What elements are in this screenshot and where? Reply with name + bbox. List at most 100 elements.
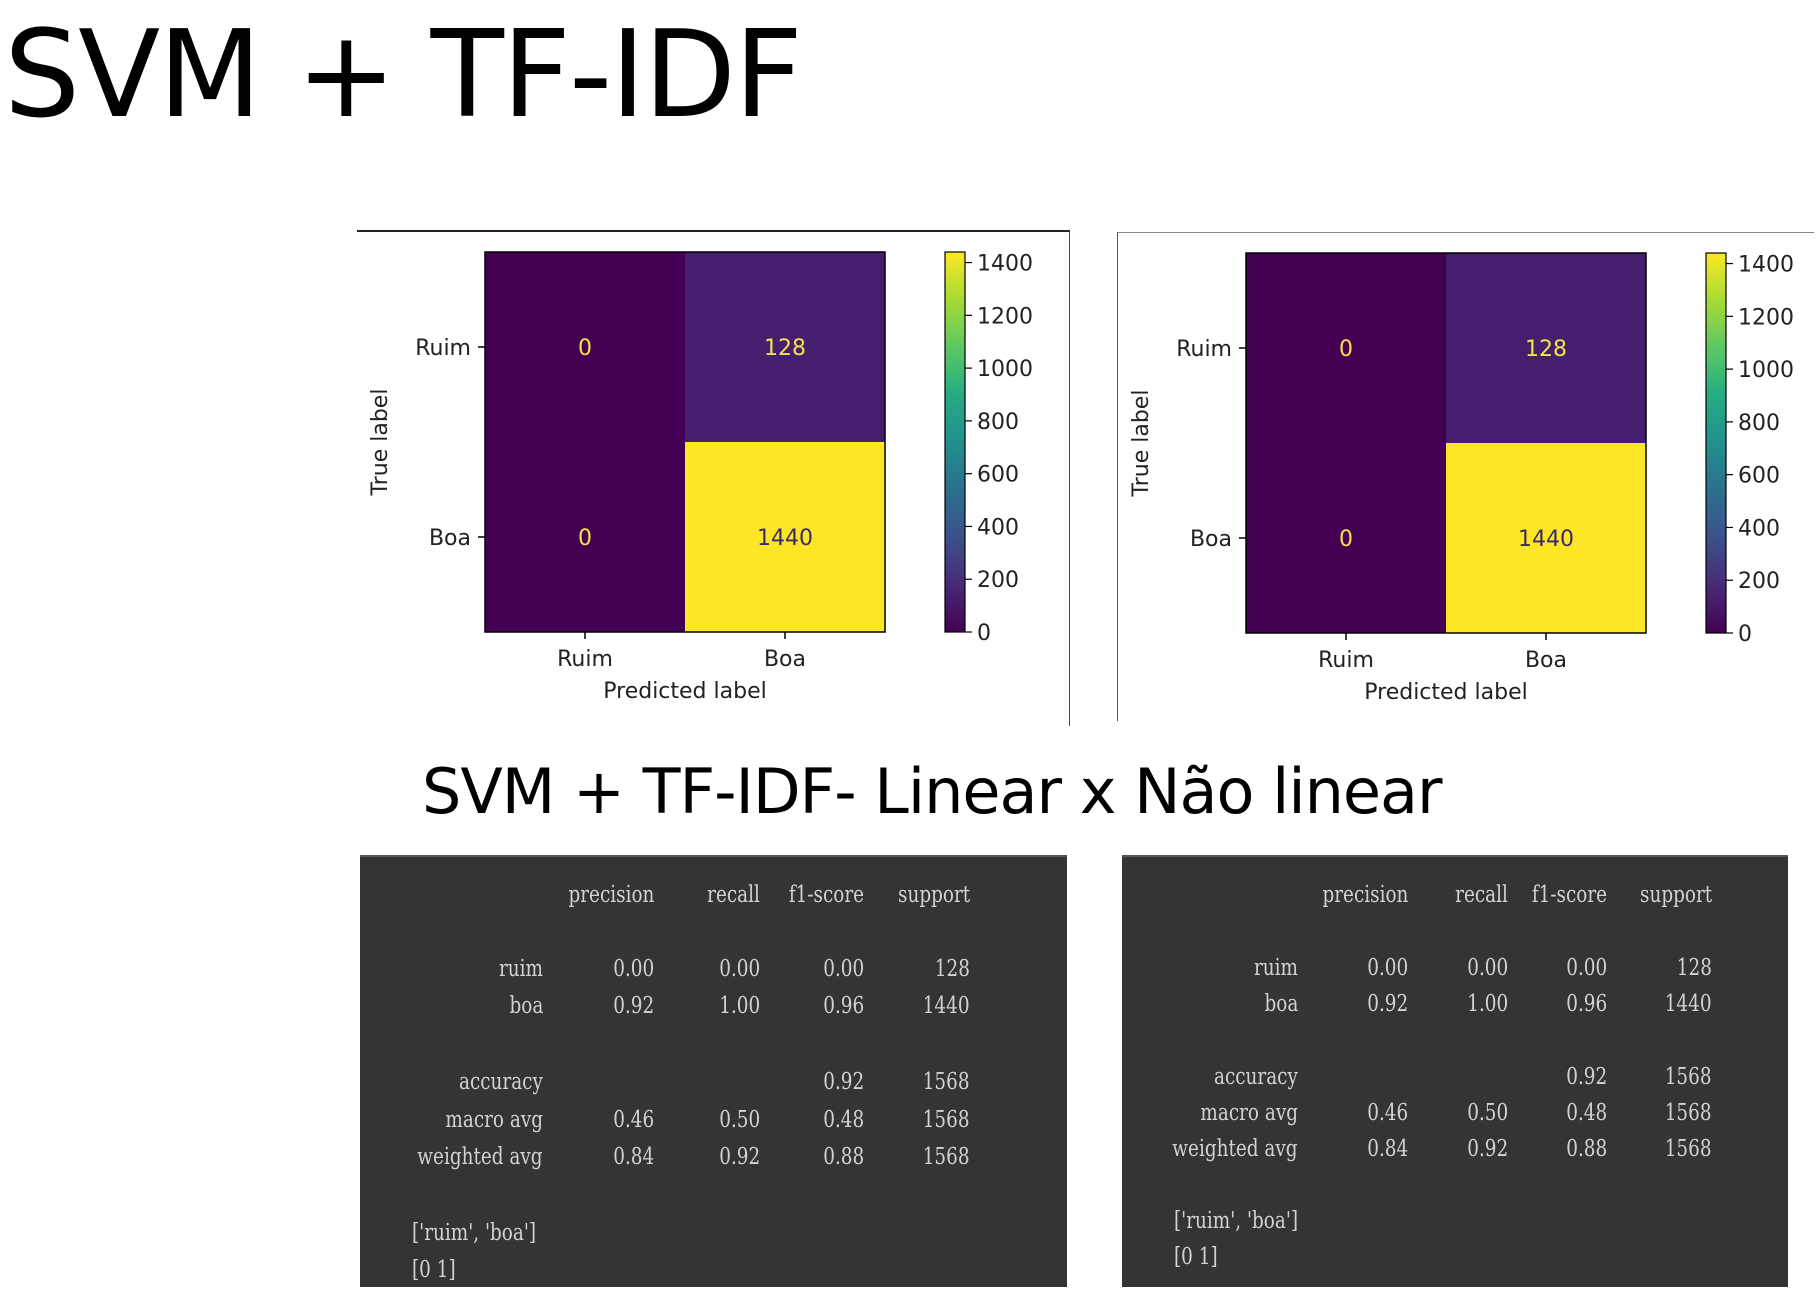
matrix-cell <box>485 442 685 632</box>
report-value: 1440 <box>923 993 970 1019</box>
report-value: 0.92 <box>1467 1136 1508 1162</box>
report-row-label: ruim <box>1254 955 1298 981</box>
report-value: 0.50 <box>1467 1100 1508 1126</box>
report-value: 0.46 <box>1367 1100 1408 1126</box>
confusion-matrix-nonlinear: 0 128 0 1440 Ruim Boa Ruim Boa Predicted label Tr… <box>1117 232 1814 721</box>
colorbar <box>944 251 966 633</box>
colorbar-tick-label: 0 <box>977 621 991 646</box>
report-value: 0.84 <box>1367 1136 1408 1162</box>
colorbar-tick-label: 600 <box>1738 464 1780 489</box>
confusion-matrix-linear: 0 128 0 1440 Ruim Boa Ruim Boa Predicted label Tr… <box>357 230 1070 726</box>
report-value: 0.00 <box>1367 955 1408 981</box>
report-value: 1568 <box>923 1107 970 1133</box>
report-value: 128 <box>1676 955 1712 981</box>
classification-report-linear: precision recall f1-score support ruim 0.00 0.… <box>360 855 1067 1287</box>
colorbar-tick-label: 1000 <box>977 357 1033 382</box>
y-tick-label: Boa <box>429 526 471 551</box>
x-tick-label: Boa <box>764 647 806 672</box>
report-value: 0.00 <box>1566 955 1607 981</box>
report-value: 1440 <box>1665 991 1712 1017</box>
colorbar-tick-label: 400 <box>1738 516 1780 541</box>
x-tick-label: Ruim <box>557 647 613 672</box>
report-header: f1-score <box>788 882 864 908</box>
colorbar-tick-label: 200 <box>1738 569 1780 594</box>
report-header: f1-score <box>1531 882 1607 908</box>
report-value: 128 <box>934 956 970 982</box>
report-value: 0.88 <box>1566 1136 1607 1162</box>
cell-value-label: 0 <box>578 336 592 361</box>
report-value: 1568 <box>1665 1136 1712 1162</box>
colorbar-tick-label: 0 <box>1738 622 1752 647</box>
matrix-cell <box>685 252 885 442</box>
report-row-label: ruim <box>499 956 543 982</box>
report-value: 1568 <box>1665 1064 1712 1090</box>
matrix-cell <box>1446 253 1646 443</box>
colorbar-tick-label: 600 <box>977 463 1019 488</box>
report-row-label: boa <box>1264 991 1298 1017</box>
report-value: 0.00 <box>1467 955 1508 981</box>
colorbar <box>1705 252 1727 634</box>
classification-report-nonlinear: precision recall f1-score support ruim 0.00 0.… <box>1122 855 1788 1287</box>
report-value: 0.50 <box>719 1107 760 1133</box>
report-footer-line: ['ruim', 'boa'] <box>1174 1208 1299 1234</box>
report-value: 0.88 <box>823 1144 864 1170</box>
colorbar-tick-label: 1400 <box>977 252 1033 277</box>
matrix-cell <box>1246 443 1446 633</box>
report-value: 1.00 <box>1467 991 1508 1017</box>
report-header: recall <box>707 882 760 908</box>
report-value: 0.92 <box>613 993 654 1019</box>
y-tick-label: Boa <box>1190 527 1232 552</box>
slide-title: SVM + TF-IDF <box>4 6 803 145</box>
report-value: 0.00 <box>719 956 760 982</box>
report-row-label: weighted avg <box>1172 1136 1298 1162</box>
report-value: 1.00 <box>719 993 760 1019</box>
report-row-label: macro avg <box>445 1107 543 1133</box>
cell-value-label: 1440 <box>1518 527 1574 552</box>
cell-value-label: 128 <box>764 336 806 361</box>
y-axis-label: True label <box>368 389 393 497</box>
report-value: 0.46 <box>613 1107 654 1133</box>
report-footer-line: [0 1] <box>1174 1244 1218 1270</box>
matrix-cell <box>685 442 885 632</box>
report-header: recall <box>1455 882 1508 908</box>
report-value: 0.92 <box>1566 1064 1607 1090</box>
report-value: 1568 <box>923 1144 970 1170</box>
colorbar-tick-label: 1200 <box>1738 305 1794 330</box>
report-row-label: weighted avg <box>417 1144 543 1170</box>
cell-value-label: 1440 <box>757 526 813 551</box>
report-value: 0.92 <box>719 1144 760 1170</box>
matrix-cell <box>1446 443 1646 633</box>
report-row-label: accuracy <box>459 1069 543 1095</box>
report-value: 0.48 <box>1566 1100 1607 1126</box>
report-value: 0.48 <box>823 1107 864 1133</box>
cell-value-label: 0 <box>578 526 592 551</box>
report-value: 1568 <box>923 1069 970 1095</box>
report-value: 0.96 <box>1566 991 1607 1017</box>
section-subtitle: SVM + TF-IDF- Linear x Não linear <box>422 755 1442 828</box>
report-row-label: boa <box>509 993 543 1019</box>
colorbar-tick-label: 1400 <box>1738 253 1794 278</box>
report-header: precision <box>568 882 654 908</box>
y-axis-label: True label <box>1129 390 1154 498</box>
x-tick-label: Boa <box>1525 648 1567 673</box>
cell-value-label: 0 <box>1339 337 1353 362</box>
report-row-label: accuracy <box>1214 1064 1298 1090</box>
x-axis-label: Predicted label <box>603 679 766 704</box>
colorbar-tick-label: 200 <box>977 568 1019 593</box>
x-axis-label: Predicted label <box>1364 680 1527 705</box>
report-value: 0.92 <box>1367 991 1408 1017</box>
confusion-matrix-chart: 0 128 0 1440 Ruim Boa Ruim Boa Predicted label Tr… <box>368 251 1033 704</box>
report-value: 0.96 <box>823 993 864 1019</box>
report-value: 0.84 <box>613 1144 654 1170</box>
report-header: precision <box>1322 882 1408 908</box>
report-value: 0.00 <box>613 956 654 982</box>
report-row-label: macro avg <box>1200 1100 1298 1126</box>
colorbar-tick-label: 1200 <box>977 304 1033 329</box>
matrix-cell <box>485 252 685 442</box>
matrix-frame <box>1245 252 1647 634</box>
report-value: 0.00 <box>823 956 864 982</box>
colorbar-tick-label: 400 <box>977 515 1019 540</box>
report-header: support <box>1639 882 1712 908</box>
report-value: 0.92 <box>823 1069 864 1095</box>
colorbar-tick-label: 800 <box>977 410 1019 435</box>
